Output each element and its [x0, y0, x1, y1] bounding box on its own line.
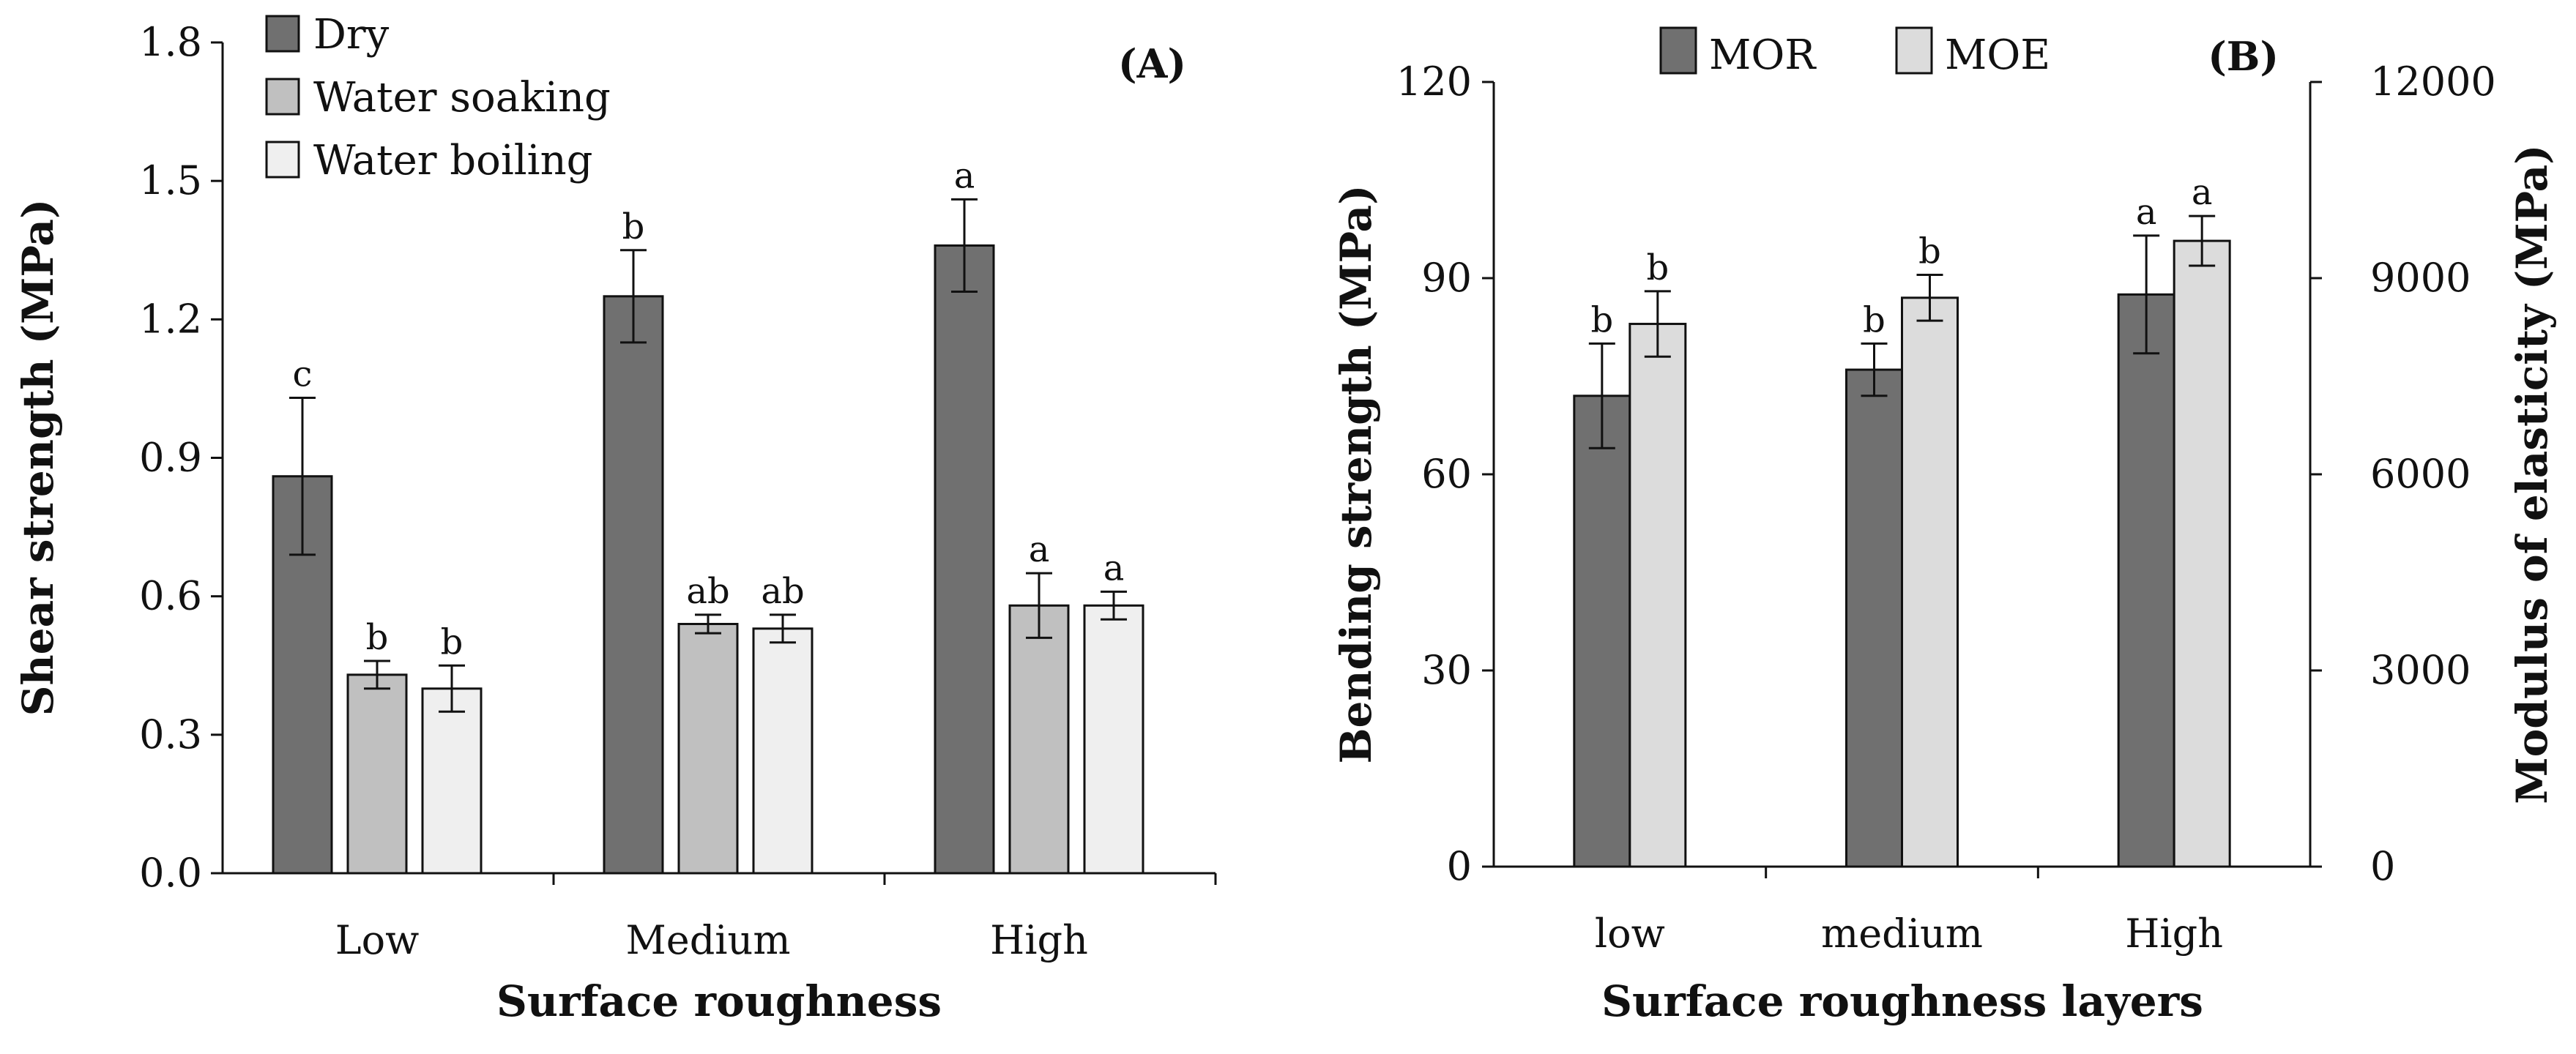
- legend-label-water-soaking: Water soaking: [313, 74, 611, 122]
- panel-b-label: (B): [2208, 33, 2279, 80]
- panel-b-right-y-tick-label: 0: [2370, 843, 2395, 889]
- significance-letter: c: [293, 354, 313, 395]
- legend-item-dry: Dry: [265, 11, 390, 59]
- bar-water-soaking-high: [1008, 604, 1070, 875]
- significance-letter: b: [1590, 299, 1613, 340]
- panel-b-right-y-axis-title: Modulus of elasticity (MPa): [2507, 144, 2557, 804]
- significance-letter: b: [1863, 299, 1886, 340]
- panel-b-legend: MOR MOE: [1659, 26, 2050, 79]
- significance-letter: ab: [686, 571, 729, 612]
- legend-swatch-water-boiling: [265, 141, 300, 179]
- legend-item-water-soaking: Water soaking: [265, 74, 611, 122]
- panel-b-left-y-tick-label: 60: [1421, 451, 1472, 497]
- legend-item-mor: MOR: [1659, 26, 1817, 79]
- panel-a-x-tick-label: Low: [335, 917, 420, 963]
- panel-b-left-y-tick-label: 120: [1396, 59, 1472, 105]
- panel-a-x-tick-label: Medium: [625, 917, 790, 963]
- bar-water-soaking-low: [346, 673, 408, 875]
- panel-a-y-tick-label: 0.0: [139, 850, 202, 896]
- panel-a-chart: c b b b ab ab a a a 0.0 0.3 0.6 0.9 1.2 1.5 1.8 Low Med…: [13, 11, 1217, 1026]
- panel-a-x-ticks: Low Medium High: [335, 873, 1217, 963]
- panel-a-x-axis-title: Surface roughness: [496, 976, 942, 1026]
- legend-swatch-mor: [1659, 26, 1697, 75]
- significance-letter: a: [954, 155, 975, 196]
- bar-mor-low: [1573, 395, 1631, 868]
- bar-water-soaking-medium: [677, 623, 739, 875]
- panel-a-x-tick-label: High: [990, 917, 1088, 963]
- panel-a-y-tick-label: 1.2: [139, 296, 202, 342]
- bar-moe-high: [2173, 239, 2231, 868]
- bar-moe-low: [1628, 323, 1687, 868]
- panel-b-x-tick-label: low: [1595, 911, 1665, 957]
- panel-b-x-tick-label: medium: [1821, 911, 1983, 957]
- bar-moe-medium: [1901, 296, 1959, 868]
- legend-item-water-boiling: Water boiling: [265, 137, 593, 184]
- panel-a-y-ticks: 0.0 0.3 0.6 0.9 1.2 1.5 1.8: [139, 19, 223, 896]
- panel-a-bars: c b b b ab ab a a a: [272, 155, 1144, 875]
- panel-b-right-y-tick-label: 3000: [2370, 647, 2471, 693]
- bar-water-boiling-high: [1083, 604, 1144, 875]
- significance-letter: b: [1918, 231, 1941, 272]
- legend-swatch-moe: [1895, 26, 1933, 75]
- significance-letter: a: [2136, 192, 2157, 233]
- significance-letter: b: [366, 617, 389, 658]
- panel-a-y-tick-label: 0.6: [139, 573, 202, 619]
- panel-b-right-y-tick-label: 9000: [2370, 255, 2471, 301]
- significance-letter: b: [1646, 247, 1669, 288]
- legend-label-mor: MOR: [1709, 31, 1817, 79]
- panel-b-x-axis-title: Surface roughness layers: [1601, 976, 2203, 1026]
- significance-letter: ab: [761, 571, 804, 612]
- significance-letter: a: [2192, 172, 2213, 213]
- panel-a-y-tick-label: 1.8: [139, 19, 202, 65]
- bar-water-boiling-medium: [752, 627, 814, 875]
- panel-b-right-y-tick-label: 6000: [2370, 451, 2471, 497]
- bar-mor-medium: [1845, 368, 1903, 868]
- panel-a-label: (A): [1118, 40, 1186, 87]
- panel-b-left-y-axis-title: Bending strength (MPa): [1331, 184, 1381, 763]
- bar-water-boiling-low: [421, 687, 483, 875]
- panel-a-y-tick-label: 1.5: [139, 157, 202, 203]
- panel-b-left-y-ticks: 0 30 60 90 120: [1396, 59, 1494, 889]
- panel-b-left-y-tick-label: 30: [1421, 647, 1472, 693]
- legend-swatch-water-soaking: [265, 78, 300, 116]
- significance-letter: b: [441, 621, 464, 662]
- legend-item-moe: MOE: [1895, 26, 2050, 79]
- panel-a-y-tick-label: 0.9: [139, 435, 202, 481]
- bar-dry-medium: [603, 295, 664, 875]
- legend-label-dry: Dry: [313, 11, 390, 59]
- panel-a-y-axis-title: Shear strength (MPa): [13, 199, 63, 717]
- panel-b-right-y-tick-label: 12000: [2370, 59, 2496, 105]
- panel-b-left-y-tick-label: 0: [1447, 843, 1472, 889]
- significance-letter: a: [1029, 529, 1050, 570]
- bar-dry-high: [934, 244, 995, 875]
- legend-label-water-boiling: Water boiling: [313, 137, 593, 184]
- panel-b-left-y-tick-label: 90: [1421, 255, 1472, 301]
- legend-swatch-dry: [265, 15, 300, 53]
- panel-b-right-y-ticks: 0 3000 6000 9000 12000: [2310, 59, 2496, 889]
- panel-b-x-ticks: low medium High: [1595, 867, 2223, 957]
- panel-a-legend: Dry Water soaking Water boiling: [265, 11, 611, 184]
- bar-mor-high: [2117, 293, 2175, 868]
- panel-a-y-tick-label: 0.3: [139, 711, 202, 758]
- legend-label-moe: MOE: [1945, 31, 2050, 79]
- significance-letter: a: [1103, 547, 1125, 588]
- significance-letter: b: [622, 206, 645, 247]
- panel-b-x-tick-label: High: [2125, 911, 2223, 957]
